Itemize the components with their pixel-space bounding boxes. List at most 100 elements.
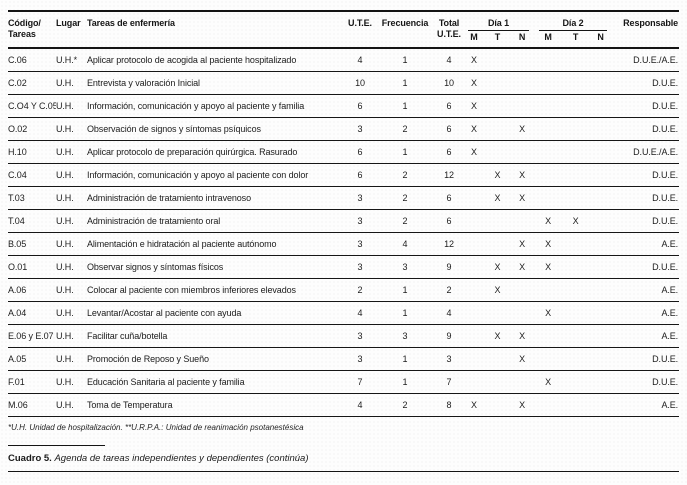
header-tareas-enfermeria: Tareas de enfermería bbox=[87, 18, 175, 28]
cell-lugar: U.H. bbox=[56, 215, 74, 226]
table-row: O.01 U.H. Observar signos y síntomas fís… bbox=[8, 255, 680, 278]
cell-tarea: Administración de tratamiento intravenos… bbox=[87, 192, 251, 203]
cell-total-ute: 8 bbox=[446, 399, 452, 410]
cell-ute: 4 bbox=[357, 54, 363, 65]
cell-total-ute: 10 bbox=[444, 77, 454, 88]
cell-lugar: U.H. bbox=[56, 261, 74, 272]
cell-lugar: U.H. bbox=[56, 376, 74, 387]
table-row: F.01 U.H. Educación Sanitaria al pacient… bbox=[8, 370, 680, 393]
cell-dia1-m bbox=[463, 163, 485, 186]
cell-frecuencia: 1 bbox=[402, 54, 408, 65]
cell-dia2-n bbox=[589, 370, 612, 393]
cell-dia2-n bbox=[589, 347, 612, 370]
cell-dia1-t bbox=[485, 370, 510, 393]
cell-dia1-t: X bbox=[494, 169, 501, 180]
header-dia2-m: M bbox=[544, 32, 552, 42]
cell-tarea: Toma de Temperatura bbox=[87, 399, 173, 410]
cell-responsable: D.U.E. bbox=[652, 77, 679, 88]
cell-frecuencia: 4 bbox=[402, 238, 408, 249]
cell-tarea: Administración de tratamiento oral bbox=[87, 215, 221, 226]
cell-lugar: U.H. bbox=[56, 399, 74, 410]
cell-dia1-t bbox=[485, 48, 510, 71]
header-frecuencia: Frecuencia bbox=[381, 18, 429, 28]
cell-responsable: D.U.E. bbox=[652, 353, 679, 364]
cell-dia1-n: X bbox=[519, 123, 525, 134]
cell-responsable: D.U.E./A.E. bbox=[633, 54, 679, 65]
cell-dia1-m bbox=[463, 278, 485, 301]
cell-frecuencia: 1 bbox=[402, 376, 408, 387]
cell-lugar: U.H. bbox=[56, 353, 74, 364]
cell-dia1-n bbox=[510, 48, 534, 71]
cell-dia2-m: X bbox=[545, 307, 551, 318]
cell-dia1-m bbox=[463, 301, 485, 324]
cell-responsable: D.U.E./A.E. bbox=[633, 146, 679, 157]
cell-dia1-t: X bbox=[494, 261, 501, 272]
cell-dia1-m bbox=[463, 186, 485, 209]
cell-total-ute: 4 bbox=[446, 54, 452, 65]
cell-ute: 3 bbox=[357, 261, 363, 272]
cell-ute: 3 bbox=[357, 215, 363, 226]
cell-codigo: A.06 bbox=[8, 284, 27, 295]
table-caption: Cuadro 5. Agenda de tareas independiente… bbox=[8, 453, 679, 464]
cell-responsable: A.E. bbox=[661, 284, 679, 295]
cell-dia2-m: X bbox=[545, 376, 551, 387]
cell-dia1-m: X bbox=[471, 123, 477, 134]
cell-dia2-t bbox=[562, 393, 589, 416]
tasks-table: Código/ Tareas Lugar Tareas de enfermerí… bbox=[8, 10, 680, 417]
cell-dia1-t bbox=[485, 393, 510, 416]
bottom-rule bbox=[8, 470, 679, 472]
header-dia2-group: Día 2 bbox=[534, 11, 612, 32]
cell-dia2-t bbox=[562, 347, 589, 370]
cell-dia2-n bbox=[589, 232, 612, 255]
cell-codigo: A.05 bbox=[8, 353, 27, 364]
cell-responsable: A.E. bbox=[661, 307, 679, 318]
cell-dia2-m bbox=[534, 324, 562, 347]
table-row: C.O4 Y C.05 U.H. Información, comunicaci… bbox=[8, 94, 680, 117]
cell-dia1-n bbox=[510, 278, 534, 301]
cell-ute: 3 bbox=[357, 123, 363, 134]
cell-frecuencia: 2 bbox=[402, 399, 408, 410]
cell-dia2-t bbox=[562, 140, 589, 163]
table-row: A.04 U.H. Levantar/Acostar al paciente c… bbox=[8, 301, 680, 324]
cell-responsable: D.U.E. bbox=[652, 169, 679, 180]
cell-total-ute: 12 bbox=[444, 169, 454, 180]
cell-dia2-t bbox=[562, 370, 589, 393]
cell-ute: 4 bbox=[357, 399, 363, 410]
cell-dia1-t: X bbox=[494, 284, 501, 295]
header-total-line2: U.T.E. bbox=[437, 29, 461, 39]
cell-total-ute: 12 bbox=[444, 238, 454, 249]
cell-tarea: Información, comunicación y apoyo al pac… bbox=[87, 100, 305, 111]
cell-dia1-n bbox=[510, 94, 534, 117]
cell-frecuencia: 2 bbox=[402, 215, 408, 226]
cell-dia2-n bbox=[589, 117, 612, 140]
cell-ute: 2 bbox=[357, 284, 363, 295]
cell-dia2-m bbox=[534, 163, 562, 186]
table-row: H.10 U.H. Aplicar protocolo de preparaci… bbox=[8, 140, 680, 163]
cell-dia1-m bbox=[463, 209, 485, 232]
cell-dia2-m bbox=[534, 140, 562, 163]
header-dia1-group: Día 1 bbox=[463, 11, 534, 32]
caption-text: Agenda de tareas independientes y depend… bbox=[54, 452, 309, 464]
cell-frecuencia: 3 bbox=[402, 330, 408, 341]
cell-dia2-m bbox=[534, 347, 562, 370]
cell-lugar: U.H. bbox=[56, 146, 74, 157]
cell-dia1-m: X bbox=[471, 77, 477, 88]
cell-dia1-t: X bbox=[494, 192, 501, 203]
cell-total-ute: 6 bbox=[446, 100, 452, 111]
cell-tarea: Educación Sanitaria al paciente y famili… bbox=[87, 376, 245, 387]
cell-dia2-m bbox=[534, 393, 562, 416]
cell-tarea: Aplicar protocolo de acogida al paciente… bbox=[87, 54, 297, 65]
cell-tarea: Observación de signos y síntomas psíquic… bbox=[87, 123, 261, 134]
cell-ute: 4 bbox=[357, 307, 363, 318]
table-row: E.06 y E.07 U.H. Facilitar cuña/botella … bbox=[8, 324, 680, 347]
cell-lugar: U.H. bbox=[56, 169, 74, 180]
table-footnote: *U.H. Unidad de hospitalización. **U.R.P… bbox=[8, 422, 304, 432]
cell-frecuencia: 1 bbox=[402, 146, 408, 157]
cell-total-ute: 4 bbox=[446, 307, 452, 318]
table-row: C.06 U.H.* Aplicar protocolo de acogida … bbox=[8, 48, 680, 71]
cell-dia2-n bbox=[589, 209, 612, 232]
cell-total-ute: 6 bbox=[446, 192, 452, 203]
cell-dia1-t bbox=[485, 232, 510, 255]
cell-responsable: A.E. bbox=[661, 330, 679, 341]
cell-dia2-n bbox=[589, 301, 612, 324]
